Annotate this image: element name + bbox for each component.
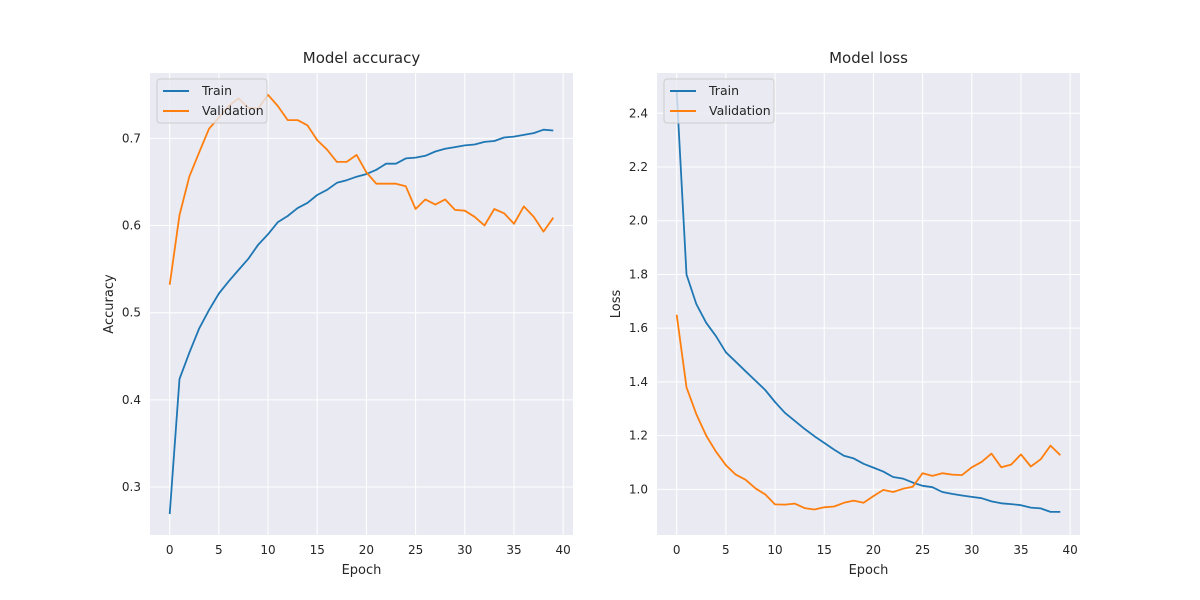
loss-ticks: 0 5 10 15 20 25 30 35 40 1.0 1.2 1.4 1.6 1.8 2.0 2.2 2.4 [629,106,1078,557]
loss-series [675,91,1061,513]
loss-y-tick-label: 2.4 [629,106,648,120]
accuracy-chart: 0 5 10 15 20 25 30 35 40 0.3 0.4 0.5 0.6 0.7 Model ac… [102,49,573,578]
accuracy-x-tick-label: 30 [457,543,472,557]
loss-y-tick-label: 1.0 [629,482,648,496]
loss-chart: 0 5 10 15 20 25 30 35 40 1.0 1.2 1.4 1.6 1.8 2.0 2.2 2.4… [609,49,1080,578]
loss-x-tick-label: 0 [673,543,681,557]
accuracy-y-tick-label: 0.4 [122,393,141,407]
accuracy-train-line [168,128,554,515]
loss-y-axis-label: Loss [609,290,624,319]
loss-y-tick-label: 2.2 [629,160,648,174]
loss-x-tick-label: 30 [964,543,979,557]
accuracy-x-tick-label: 10 [260,543,275,557]
accuracy-x-tick-label: 40 [556,543,571,557]
loss-y-tick-label: 1.2 [629,429,648,443]
accuracy-ticks: 0 5 10 15 20 25 30 35 40 0.3 0.4 0.5 0.6 0.7 [122,131,571,557]
accuracy-x-tick-label: 15 [310,543,325,557]
accuracy-grid [150,73,573,535]
loss-x-tick-label: 20 [866,543,881,557]
loss-y-tick-label: 2.0 [629,214,648,228]
accuracy-y-tick-label: 0.7 [122,131,141,145]
accuracy-x-axis-label: Epoch [342,563,382,578]
loss-legend-train-label: Train [708,83,739,98]
loss-x-tick-label: 25 [915,543,930,557]
loss-legend-validation-label: Validation [709,103,771,118]
accuracy-y-tick-label: 0.3 [122,480,141,494]
accuracy-y-axis-label: Accuracy [102,274,117,334]
loss-grid [657,73,1080,535]
accuracy-x-tick-label: 0 [166,543,174,557]
accuracy-legend: Train Validation [156,78,268,124]
accuracy-x-tick-label: 5 [215,543,223,557]
loss-y-tick-label: 1.8 [629,267,648,281]
loss-x-tick-label: 10 [767,543,782,557]
loss-train-line [675,91,1061,513]
loss-x-tick-label: 40 [1063,543,1078,557]
loss-plot-area [657,73,1080,535]
loss-chart-title: Model loss [829,49,908,67]
accuracy-y-tick-label: 0.5 [122,306,141,320]
accuracy-plot-area [150,73,573,535]
loss-y-tick-label: 1.4 [629,375,648,389]
loss-legend: Train Validation [663,78,775,124]
accuracy-legend-validation-label: Validation [202,103,264,118]
accuracy-x-tick-label: 20 [359,543,374,557]
accuracy-chart-title: Model accuracy [303,49,421,67]
loss-validation-line [675,314,1061,511]
accuracy-y-tick-label: 0.6 [122,219,141,233]
accuracy-x-tick-label: 25 [408,543,423,557]
loss-x-tick-label: 5 [722,543,730,557]
accuracy-legend-train-label: Train [201,83,232,98]
accuracy-x-tick-label: 35 [506,543,521,557]
loss-x-axis-label: Epoch [849,563,889,578]
loss-y-tick-label: 1.6 [629,321,648,335]
loss-x-tick-label: 35 [1013,543,1028,557]
loss-x-tick-label: 15 [817,543,832,557]
